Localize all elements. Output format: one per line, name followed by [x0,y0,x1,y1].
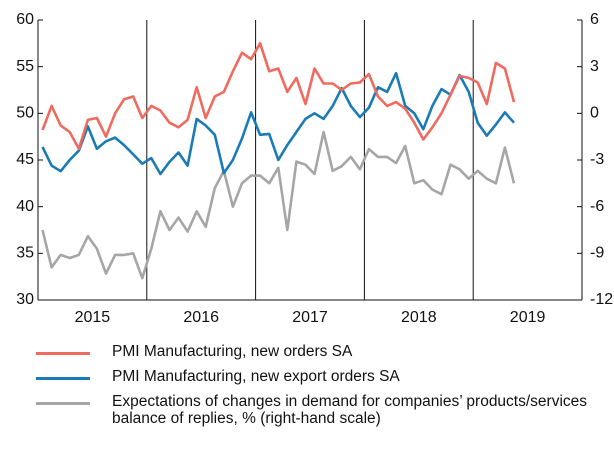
series-line [41,71,515,176]
series-line [41,130,516,280]
legend-item: PMI Manufacturing, new orders SA [0,340,614,365]
legend-swatch [36,352,90,355]
y2-tick-label: -3 [590,151,604,168]
series-line [41,42,516,151]
y2-tick-label: -12 [590,291,613,308]
x-tick-label: 2018 [401,309,437,326]
y-tick-label: 40 [16,198,34,215]
x-tick-label: 2019 [510,309,546,326]
legend-label: PMI Manufacturing, new export orders SA [112,368,400,385]
y2-tick-label: 0 [590,105,599,122]
legend: PMI Manufacturing, new orders SA PMI Manu… [0,340,614,427]
legend-label: Expectations of changes in demand for co… [112,393,588,427]
x-tick-label: 2017 [292,309,328,326]
y2-tick-label: 6 [590,11,599,28]
y2-tick-label: -9 [590,245,604,262]
y-tick-label: 60 [16,11,34,28]
y-tick-label: 45 [16,151,34,168]
y2-tick-label: 3 [590,58,599,75]
legend-item: PMI Manufacturing, new export orders SA [0,365,614,390]
y-tick-label: 35 [16,245,34,262]
x-tick-label: 2015 [75,309,111,326]
legend-swatch [36,402,90,405]
legend-label: PMI Manufacturing, new orders SA [112,343,353,360]
y-tick-label: 30 [16,291,34,308]
legend-swatch [36,377,90,380]
chart: 30 35 40 45 50 55 60 -12 -9 -6 -3 0 3 6 2015 2016 2017 20… [16,11,613,326]
legend-item: Expectations of changes in demand for co… [0,390,614,427]
y-tick-label: 50 [16,105,34,122]
y-tick-label: 55 [16,58,34,75]
y2-tick-label: -6 [590,198,604,215]
x-tick-label: 2016 [183,309,219,326]
